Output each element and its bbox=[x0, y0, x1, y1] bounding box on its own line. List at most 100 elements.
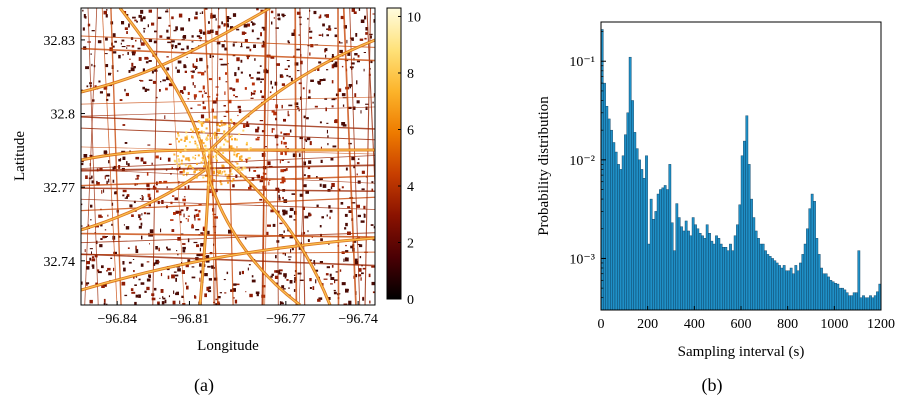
histogram-bar bbox=[873, 295, 877, 311]
colorbar-tick-label: 6 bbox=[407, 123, 414, 138]
histogram-bar bbox=[864, 297, 868, 311]
histogram-y-tick-label: 10⁻² bbox=[569, 154, 595, 169]
histogram-bar bbox=[848, 295, 851, 311]
histogram-bar bbox=[824, 273, 828, 311]
histogram-bar bbox=[603, 82, 606, 311]
histogram-bar bbox=[796, 270, 800, 311]
histogram-bar bbox=[703, 238, 707, 311]
histogram-bar bbox=[724, 247, 728, 311]
histogram-bar bbox=[740, 155, 744, 311]
histogram-x-tick-label: 0 bbox=[598, 317, 605, 332]
histogram-bar bbox=[736, 224, 739, 311]
histogram-y-tick-label: 10⁻³ bbox=[569, 252, 595, 267]
panel-b: 0 200 400 600 800 1000 1200 10⁻³ 10⁻² 10⁻¹ Sampl… bbox=[536, 21, 895, 396]
histogram-bar bbox=[659, 189, 662, 311]
histogram-bar bbox=[834, 283, 837, 311]
histogram-bar bbox=[722, 247, 725, 311]
colorbar bbox=[386, 7, 402, 300]
histogram-bar bbox=[813, 201, 816, 311]
histogram-bar bbox=[617, 164, 620, 311]
histogram-bar bbox=[869, 295, 872, 311]
histogram-bar bbox=[768, 256, 772, 311]
histogram-bar bbox=[815, 238, 819, 311]
histogram-bar bbox=[838, 287, 842, 311]
histogram-bar bbox=[857, 250, 861, 311]
histogram-bar bbox=[614, 151, 618, 311]
histogram-bar bbox=[726, 250, 730, 311]
heatmap-x-axis: −96.84 −96.81 −96.77 −96.74 bbox=[97, 301, 378, 327]
histogram-bar bbox=[638, 159, 641, 311]
histogram-x-tick-label: 1000 bbox=[820, 317, 848, 332]
histogram-bar bbox=[820, 267, 823, 311]
histogram-bars bbox=[600, 29, 882, 311]
histogram-bar bbox=[701, 235, 704, 311]
histogram-bar bbox=[729, 243, 732, 311]
histogram-bar bbox=[817, 254, 821, 311]
histogram-bar bbox=[876, 291, 879, 311]
histogram-bar bbox=[680, 226, 683, 311]
heatmap-y-tick-label: 32.77 bbox=[44, 181, 76, 196]
histogram-y-label: Probability distribution bbox=[536, 96, 552, 236]
histogram-bar bbox=[792, 273, 795, 311]
histogram-bar bbox=[708, 233, 711, 311]
histogram-bar bbox=[715, 235, 718, 311]
colorbar-tick-label: 8 bbox=[407, 67, 414, 82]
histogram-bar bbox=[794, 265, 798, 311]
histogram-bar bbox=[747, 164, 751, 311]
histogram-bar bbox=[633, 132, 637, 311]
histogram-x-tick-label: 200 bbox=[637, 317, 658, 332]
histogram-bar bbox=[663, 185, 667, 311]
histogram-bar bbox=[682, 230, 686, 311]
histogram-bar bbox=[642, 178, 646, 311]
heatmap-y-tick-label: 32.74 bbox=[44, 255, 76, 270]
histogram-bar bbox=[775, 262, 779, 311]
histogram-bar bbox=[649, 198, 653, 311]
histogram-bar bbox=[621, 155, 625, 311]
histogram-bar bbox=[684, 220, 688, 311]
histogram-bar bbox=[605, 105, 609, 311]
histogram-bar bbox=[787, 270, 791, 311]
histogram-bar bbox=[631, 100, 634, 311]
histogram-bar bbox=[850, 295, 854, 311]
histogram-y-tick-label: 10⁻¹ bbox=[569, 55, 595, 70]
histogram-bar bbox=[799, 262, 802, 311]
histogram-bar bbox=[712, 243, 716, 311]
histogram-bar bbox=[645, 155, 648, 311]
histogram-bar bbox=[661, 187, 665, 311]
histogram-bar bbox=[771, 258, 774, 311]
histogram-bar bbox=[731, 250, 735, 311]
histogram-bar bbox=[752, 217, 756, 311]
histogram-bar bbox=[654, 211, 658, 311]
histogram-bar bbox=[666, 189, 669, 311]
histogram-bar bbox=[782, 265, 786, 311]
colorbar-tick-label: 10 bbox=[407, 10, 421, 25]
histogram-bar bbox=[652, 218, 655, 311]
histogram-x-tick-label: 800 bbox=[777, 317, 798, 332]
histogram-bar bbox=[859, 297, 863, 311]
histogram-bar bbox=[733, 235, 737, 311]
histogram-bar bbox=[836, 283, 840, 311]
panel-a: −96.84 −96.81 −96.77 −96.74 32.8332.832.773… bbox=[12, 7, 421, 396]
histogram-bar bbox=[694, 224, 697, 311]
histogram-bar bbox=[862, 295, 865, 311]
histogram-bar bbox=[673, 250, 676, 311]
histogram-x-label: Sampling interval (s) bbox=[678, 344, 805, 360]
histogram-y-axis: 10⁻³ 10⁻² 10⁻¹ bbox=[569, 31, 606, 311]
histogram-bar bbox=[670, 222, 674, 311]
histogram-bar bbox=[757, 238, 760, 311]
histogram-bar bbox=[607, 118, 611, 311]
heatmap-image bbox=[81, 8, 375, 305]
histogram-bar bbox=[710, 240, 714, 311]
histogram-bar bbox=[808, 208, 812, 311]
histogram-bar bbox=[780, 267, 784, 311]
histogram-x-tick-label: 400 bbox=[684, 317, 705, 332]
histogram-bar bbox=[785, 270, 788, 311]
histogram-bar bbox=[635, 148, 639, 311]
histogram-bar bbox=[647, 243, 651, 311]
histogram-bar bbox=[656, 193, 660, 311]
histogram-bar bbox=[852, 292, 856, 311]
heatmap-x-tick-label: −96.77 bbox=[266, 312, 305, 327]
colorbar-tick-label: 2 bbox=[407, 236, 414, 251]
caption-a: (a) bbox=[194, 375, 214, 396]
histogram-x-tick-label: 600 bbox=[731, 317, 752, 332]
